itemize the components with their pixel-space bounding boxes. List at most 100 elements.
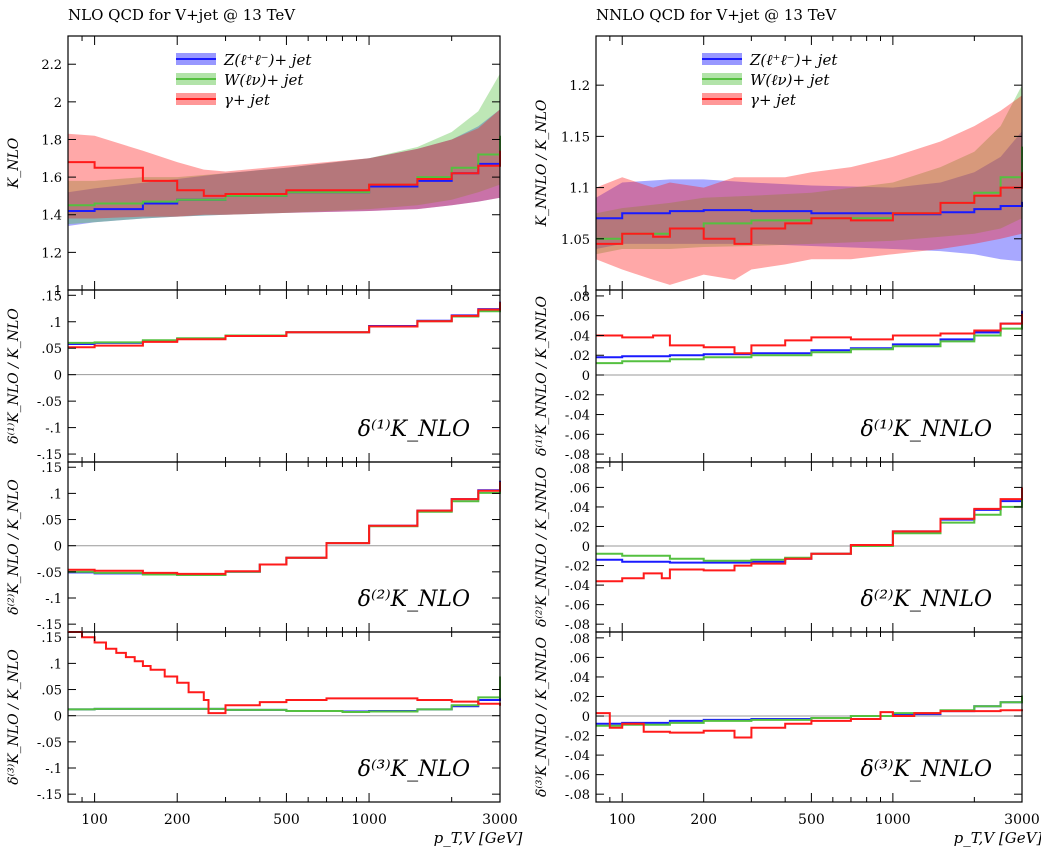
y-tick-label: -.04	[565, 409, 590, 424]
y-tick-label: -.15	[37, 448, 62, 463]
y-tick-label: -.15	[37, 788, 62, 803]
y-tick-label: 2	[54, 96, 62, 111]
legend: Z(ℓ⁺ℓ⁻)+ jet W(ℓν)+ jet γ+ jet	[176, 51, 312, 109]
x-tick-label: 3000	[482, 812, 518, 828]
nnlo-panel-4: -.08 -.06 -.04 -.02 0 .02 .04 .06 .08 δ⁽³⁾K_NNLO …	[534, 631, 1023, 803]
uncertainty-band-1	[68, 109, 500, 226]
y-tick-label: 1	[582, 284, 590, 299]
series-line-3	[596, 313, 1023, 355]
y-tick-label: .1	[50, 316, 62, 331]
y-tick-label: -.15	[37, 618, 62, 633]
x-tick-label: 500	[798, 812, 825, 828]
y-tick-label: 0	[54, 710, 62, 725]
y-axis-label: δ⁽¹⁾K_NLO / K_NLO	[6, 308, 22, 444]
y-tick-label: .04	[569, 671, 590, 686]
x-axis-label: p_T,V [GeV]	[954, 829, 1041, 847]
y-tick-label: -.08	[565, 788, 590, 803]
y-tick-label: -.04	[565, 749, 590, 764]
series-line-3	[596, 487, 1023, 583]
y-tick-label: -.06	[565, 599, 590, 614]
series-line-3	[68, 150, 501, 197]
y-tick-label: 1.4	[41, 209, 62, 224]
series-line-2	[68, 484, 501, 576]
y-axis-label: K_NLO	[6, 137, 22, 189]
series-line-3	[596, 172, 1023, 245]
y-tick-label: -.05	[37, 566, 62, 581]
y-axis-label: δ⁽²⁾K_NNLO / K_NNLO	[534, 466, 550, 627]
x-tick-label: 100	[609, 812, 636, 828]
y-tick-label: -.02	[565, 560, 590, 575]
y-tick-label: 1.2	[569, 79, 590, 94]
x-tick-label: 100	[81, 812, 108, 828]
y-tick-label: -.05	[37, 736, 62, 751]
y-tick-label: .04	[569, 329, 590, 344]
y-tick-label: .15	[41, 461, 62, 476]
y-axis-label: δ⁽³⁾K_NNLO / K_NNLO	[534, 636, 550, 797]
x-tick-label: 500	[273, 812, 300, 828]
uncertainty-band-3	[68, 109, 500, 219]
series-line-1	[68, 480, 501, 576]
y-tick-label: -.1	[45, 762, 62, 777]
panel-frame	[67, 631, 501, 803]
y-tick-label: 0	[582, 369, 590, 384]
y-tick-label: .02	[569, 520, 590, 535]
y-tick-label: -.04	[565, 579, 590, 594]
y-tick-label: .1	[50, 657, 62, 672]
x-tick-label: 200	[690, 812, 717, 828]
y-axis-label: δ⁽²⁾K_NLO / K_NLO	[6, 479, 22, 615]
y-tick-label: 1	[54, 284, 62, 299]
y-tick-label: .08	[569, 462, 590, 477]
y-tick-label: 1.6	[41, 171, 62, 186]
y-tick-label: 0	[54, 369, 62, 384]
y-tick-label: 0	[582, 540, 590, 555]
series-line-3	[596, 709, 1023, 739]
y-tick-label: 0	[582, 710, 590, 725]
y-tick-label: .05	[41, 684, 62, 699]
x-tick-label: 1000	[875, 812, 911, 828]
y-tick-label: .02	[569, 690, 590, 705]
panel-label: δ⁽²⁾K_NNLO	[861, 587, 992, 612]
y-tick-label: -.08	[565, 448, 590, 463]
y-tick-label: -.1	[45, 422, 62, 437]
series-line-3	[68, 481, 501, 575]
legend-entry-1: Z(ℓ⁺ℓ⁻)+ jet	[749, 51, 838, 69]
y-tick-label: .05	[41, 514, 62, 529]
series-line-1	[596, 490, 1023, 564]
nlo-panel-1: 1 1.2 1.4 1.6 1.8 2 2.2 K_NLO	[6, 35, 501, 299]
series-line-2	[596, 497, 1023, 562]
y-tick-label: -.08	[565, 618, 590, 633]
nnlo-title: NNLO QCD for V+jet @ 13 TeV	[596, 6, 837, 24]
series-line-3	[68, 302, 501, 349]
legend-entry-2: W(ℓν)+ jet	[224, 71, 304, 89]
legend-entry-3: γ+ jet	[750, 91, 797, 109]
series-line-2	[68, 676, 501, 713]
y-tick-label: 1.2	[41, 246, 62, 261]
nlo-title: NLO QCD for V+jet @ 13 TeV	[68, 6, 296, 24]
y-axis-label: δ⁽³⁾K_NLO / K_NLO	[6, 649, 22, 785]
x-tick-label: 1000	[351, 812, 387, 828]
y-tick-label: .1	[50, 487, 62, 502]
y-tick-label: 2.2	[41, 58, 62, 73]
x-axis-label: p_T,V [GeV]	[434, 829, 523, 847]
legend-entry-2: W(ℓν)+ jet	[750, 71, 830, 89]
panel-frame	[595, 631, 1023, 803]
x-tick-label: 3000	[1004, 812, 1040, 828]
y-tick-label: .06	[569, 651, 590, 666]
y-tick-label: 0	[54, 540, 62, 555]
y-tick-label: .05	[41, 342, 62, 357]
y-tick-label: .02	[569, 349, 590, 364]
nlo-panel-4: -.15 -.1 -.05 0 .05 .1 .15 δ⁽³⁾K_NLO / K_NLO δ⁽³…	[6, 631, 501, 803]
y-tick-label: 1.1	[569, 182, 590, 197]
nlo-panel-2: -.15 -.1 -.05 0 .05 .1 .15 δ⁽¹⁾K_NLO / K_NLO δ⁽¹…	[6, 289, 501, 463]
nnlo-panel-3: -.08 -.06 -.04 -.02 0 .02 .04 .06 .08 δ⁽²⁾K_NNLO …	[534, 461, 1023, 633]
panel-label: δ⁽³⁾K_NNLO	[861, 757, 992, 782]
y-tick-label: 1.15	[561, 130, 590, 145]
series-line-1	[596, 201, 1023, 220]
nnlo-chart: NNLO QCD for V+jet @ 13 TeV11.051.11.151…	[534, 6, 1041, 847]
series-line-1	[68, 681, 501, 713]
y-tick-label: 1.8	[41, 133, 62, 148]
y-tick-label: -.1	[45, 592, 62, 607]
series-line-3	[68, 631, 501, 715]
y-tick-label: -.05	[37, 395, 62, 410]
